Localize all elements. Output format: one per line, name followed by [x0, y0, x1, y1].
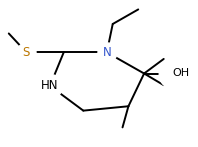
Text: S: S [23, 46, 30, 59]
Text: OH: OH [172, 69, 190, 78]
Text: N: N [103, 46, 111, 59]
Text: HN: HN [41, 79, 59, 92]
